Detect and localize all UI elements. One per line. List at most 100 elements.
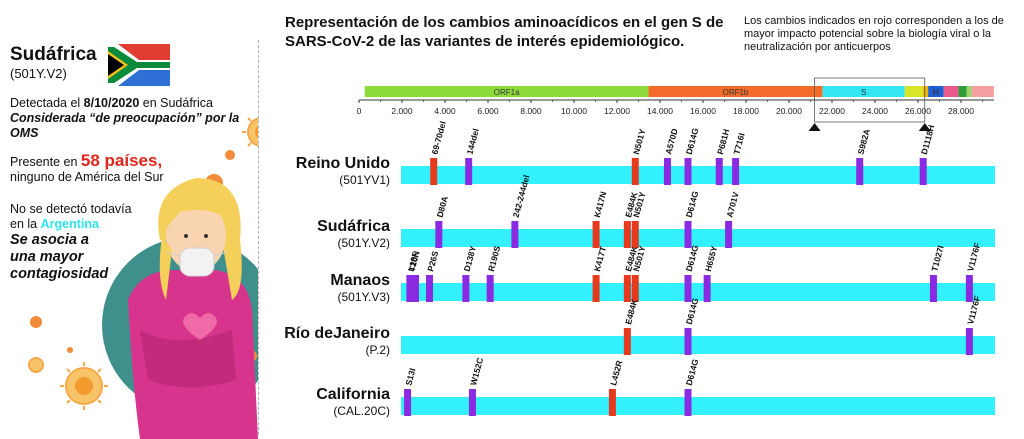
genome-tick-label: 20.000 <box>776 106 802 116</box>
mutation-mark <box>425 275 433 302</box>
mutation-mark <box>684 328 692 355</box>
genome-segment <box>971 86 994 97</box>
mutation-mark <box>663 158 671 185</box>
genome-tick-label: 14.000 <box>647 106 673 116</box>
virus-icon <box>28 357 44 373</box>
variant-code: (501YV1) <box>339 173 390 187</box>
variant-name: Sudáfrica <box>317 218 390 235</box>
mutation-mark <box>404 389 412 416</box>
mutation-mark <box>732 158 740 185</box>
mutation-mark <box>703 275 711 302</box>
genome-tick-label: 8.000 <box>520 106 542 116</box>
mutation-mark <box>684 221 692 248</box>
mutation-mark <box>623 221 631 248</box>
mutation-mark <box>929 275 937 302</box>
red-note: Los cambios indicados en rojo correspond… <box>744 15 1004 53</box>
virus-icon <box>242 117 258 147</box>
genome-tick-label: 4.000 <box>434 106 456 116</box>
mutation-label: D138Y <box>462 245 478 273</box>
variant-code: (P.2) <box>365 343 390 357</box>
mutation-mark <box>631 158 639 185</box>
genome-tick-label: 6.000 <box>477 106 499 116</box>
genome-segment <box>822 86 905 97</box>
zoom-box <box>814 77 926 123</box>
variant-code: (501Y.V2) <box>337 236 390 250</box>
present-text: Presente en 58 países, ninguno de Améric… <box>10 151 164 184</box>
mutation-mark <box>465 158 473 185</box>
association-text: Se asocia a una mayor contagiosidad <box>10 232 109 282</box>
mutation-mark <box>592 221 600 248</box>
detected-text: Detectada el 8/10/2020 en Sudáfrica Cons… <box>10 96 240 140</box>
mutation-mark <box>725 221 733 248</box>
genome-tick-label: 0 <box>357 106 362 116</box>
variant-name: Manaos <box>330 272 390 289</box>
mutation-mark <box>608 389 616 416</box>
mutation-mark <box>715 158 723 185</box>
mutation-label: S13I <box>403 367 417 386</box>
mutation-label: H655Y <box>703 245 719 273</box>
virus-icon <box>60 362 108 410</box>
mutation-label: D80A <box>435 195 450 219</box>
mutation-label: T716I <box>731 132 746 156</box>
mutation-mark <box>486 275 494 302</box>
variant-name: Reino Unido <box>295 155 390 172</box>
mutation-mark <box>468 389 476 416</box>
country-variant: (501Y.V2) <box>10 66 67 81</box>
variant-bar <box>401 336 995 354</box>
mutation-label: D614G <box>684 190 701 219</box>
mutation-label: D614G <box>684 358 701 387</box>
mutation-label: K417N <box>592 190 609 218</box>
mutation-mark <box>435 221 443 248</box>
genome-segment <box>943 86 959 97</box>
mutation-mark <box>684 275 692 302</box>
variant-bar <box>401 166 995 184</box>
genome-segment <box>904 86 923 97</box>
genome-segment <box>966 86 972 97</box>
south-africa-flag-icon <box>108 44 170 86</box>
variant-name: Río deJaneiro <box>284 325 390 342</box>
genome-tick-label: 16.000 <box>690 106 716 116</box>
genome-tick-label: 22.000 <box>819 106 845 116</box>
genome-segment <box>958 86 967 97</box>
mutation-mark <box>684 158 692 185</box>
variant-bar <box>401 397 995 415</box>
mutation-mark <box>631 221 639 248</box>
mutation-label: R190S <box>486 245 502 273</box>
genome-segment <box>364 86 649 97</box>
genome-tick-label: 26.000 <box>905 106 931 116</box>
mutation-label: W152C <box>468 357 485 387</box>
genome-segment-label: S <box>861 88 866 97</box>
mutation-mark <box>684 389 692 416</box>
variant-bar <box>401 283 995 301</box>
mutation-mark <box>430 158 438 185</box>
zoom-marker-left <box>808 123 821 131</box>
genome-tick-label: 18.000 <box>733 106 759 116</box>
genome-tick-label: 28.000 <box>948 106 974 116</box>
mutation-mark <box>965 275 973 302</box>
variant-name: California <box>316 386 390 403</box>
mutation-label: P26S <box>425 250 440 273</box>
mutation-mark <box>592 275 600 302</box>
mutation-mark <box>856 158 864 185</box>
mutation-mark <box>411 275 419 302</box>
genome-tick-label: 24.000 <box>862 106 888 116</box>
mutation-label: P681H <box>715 128 731 156</box>
genome-segment-label: ORF1b <box>723 88 749 97</box>
mutation-label: L18F <box>406 251 421 273</box>
variant-code: (501Y.V3) <box>337 290 390 304</box>
mutation-mark <box>623 328 631 355</box>
mutation-mark <box>965 328 973 355</box>
mutation-label: A570D <box>663 127 680 155</box>
mutation-label: A701V <box>724 191 740 219</box>
genome-tick-label: 12.000 <box>604 106 630 116</box>
variant-code: (CAL.20C) <box>333 404 390 418</box>
mutation-label: S982A <box>855 128 871 156</box>
mutation-label: D614G <box>684 127 701 156</box>
argentina-label: Argentina <box>40 217 99 231</box>
mutation-mark <box>462 275 470 302</box>
mutation-label: 69-70del <box>429 120 447 155</box>
genome-segment-label: ORF1a <box>494 88 520 97</box>
country-title: Sudáfrica <box>10 44 97 65</box>
panel-divider <box>258 40 259 435</box>
